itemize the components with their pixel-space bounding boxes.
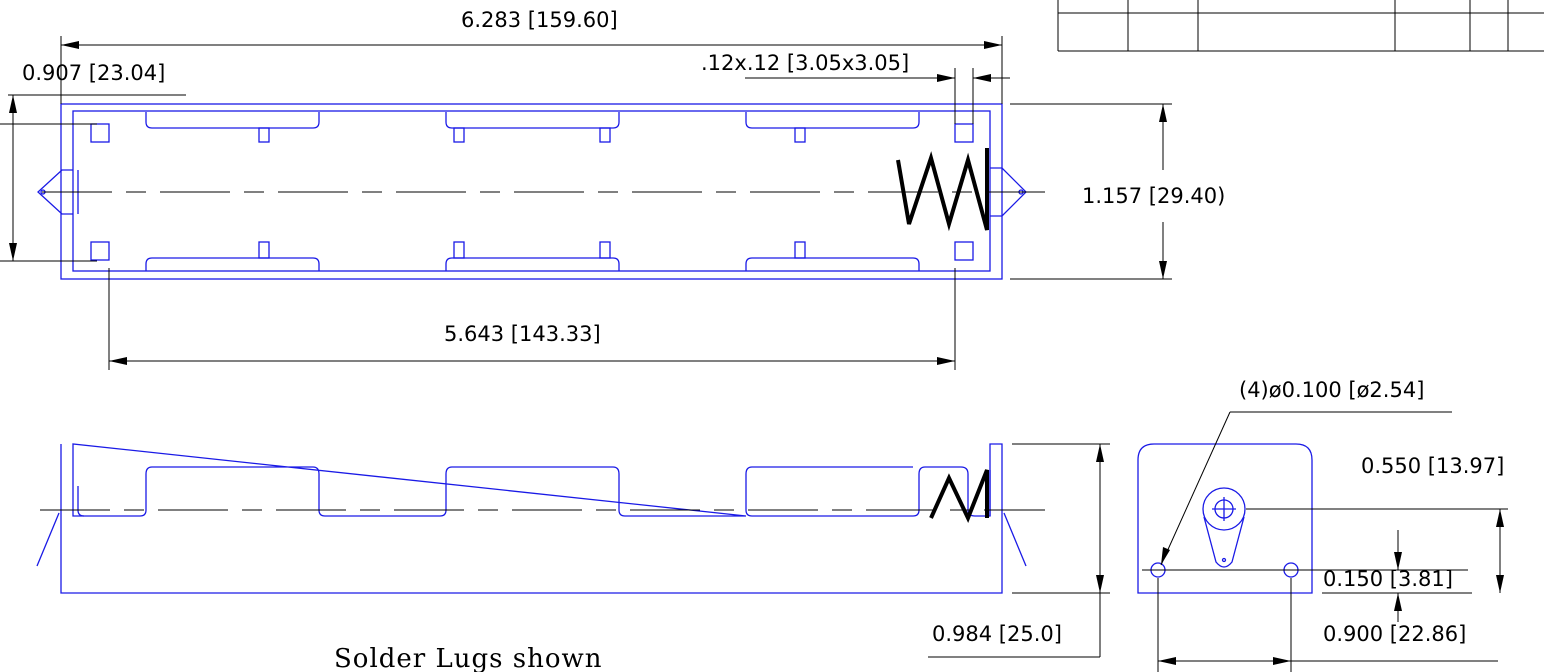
mount-pad	[954, 123, 974, 143]
end-view-body	[1137, 443, 1313, 594]
end-view	[1137, 443, 1313, 594]
dim-mount-pad-spacing: 5.643 [143.33]	[108, 268, 956, 370]
dim-height: 0.984 [25.0]	[928, 443, 1110, 658]
overall-length-label: 6.283 [159.60]	[461, 8, 618, 32]
mount-pad-size-label: .12x.12 [3.05x3.05]	[701, 51, 909, 75]
top-view-inner-frame	[72, 110, 991, 272]
center-height-label: 0.550 [13.97]	[1361, 454, 1504, 478]
dim-mount-pad-size: .12x.12 [3.05x3.05]	[701, 51, 1010, 124]
contact-tab	[599, 127, 611, 143]
contact-tab	[453, 241, 465, 259]
solder-lugs-note: Solder Lugs shown	[334, 644, 603, 672]
side-view	[36, 443, 1045, 594]
top-view-cell-wall-top	[145, 112, 920, 129]
contact-tab	[258, 127, 270, 143]
hole-diameter-label: (4)ø0.100 [ø2.54]	[1239, 378, 1424, 402]
lug-offset-label: 0.907 [23.04]	[22, 61, 165, 85]
mount-pad	[90, 123, 110, 143]
mount-pad	[90, 241, 110, 261]
title-block	[1057, 0, 1544, 52]
dim-hole-spacing: 0.900 [22.86]	[1157, 578, 1498, 672]
top-view	[37, 103, 1045, 280]
mount-pad	[954, 241, 974, 261]
dim-overall-length: 6.283 [159.60]	[60, 8, 1003, 104]
spring-symbol	[896, 148, 989, 232]
overall-width-label: 1.157 [29.40)	[1082, 184, 1225, 208]
contact-tab	[794, 241, 806, 259]
dim-hole-offset: 0.150 [3.81]	[1142, 530, 1472, 622]
terminal-outer	[1202, 487, 1246, 531]
height-label: 0.984 [25.0]	[932, 622, 1062, 646]
top-view-cell-wall-bottom	[145, 257, 920, 271]
side-view-body	[60, 443, 1003, 594]
dim-overall-width: 1.157 [29.40)	[1010, 103, 1225, 280]
dim-hole-diameter: (4)ø0.100 [ø2.54]	[1160, 378, 1452, 566]
dim-center-height: 0.550 [13.97]	[1246, 454, 1508, 593]
contact-tab	[258, 241, 270, 259]
contact-tab	[599, 241, 611, 259]
hole-spacing-label: 0.900 [22.86]	[1323, 622, 1466, 646]
contact-tab	[453, 127, 465, 143]
hole-offset-label: 0.150 [3.81]	[1323, 567, 1453, 591]
mount-pad-spacing-label: 5.643 [143.33]	[444, 322, 601, 346]
dim-lug-offset: 0.907 [23.04]	[0, 61, 186, 262]
contact-tab	[794, 127, 806, 143]
spring-symbol-side	[929, 469, 989, 524]
